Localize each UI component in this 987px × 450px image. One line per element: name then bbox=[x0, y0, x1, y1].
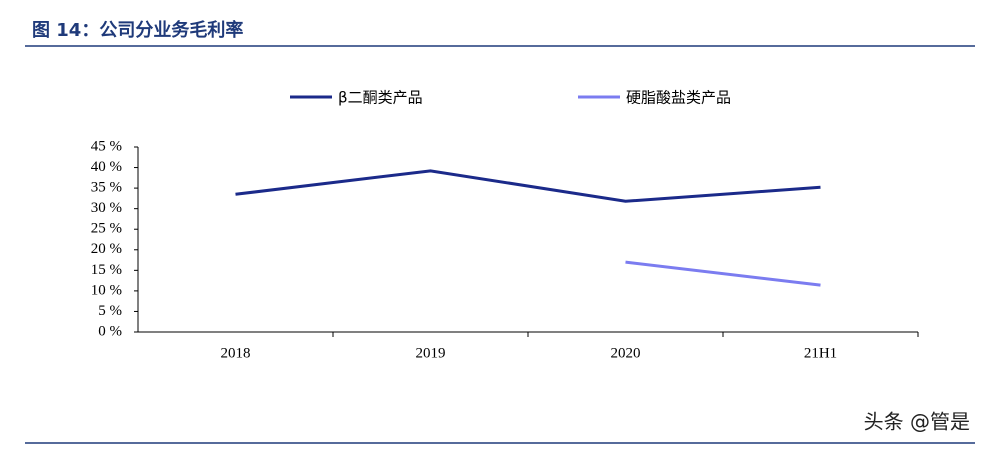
y-tick-label: 45 % bbox=[91, 138, 122, 154]
y-tick-label: 5 % bbox=[98, 303, 122, 319]
x-tick-label: 2018 bbox=[221, 345, 251, 361]
watermark: 头条 @管是 bbox=[864, 410, 970, 434]
y-tick-label: 10 % bbox=[91, 282, 122, 298]
y-tick-label: 20 % bbox=[91, 241, 122, 257]
legend-label: 硬脂酸盐类产品 bbox=[626, 89, 731, 107]
x-tick-label: 2019 bbox=[416, 345, 446, 361]
y-tick-label: 25 % bbox=[91, 221, 122, 237]
y-tick-label: 35 % bbox=[91, 180, 122, 196]
y-tick-label: 30 % bbox=[91, 200, 122, 216]
series-line bbox=[625, 260, 821, 287]
y-tick-label: 40 % bbox=[91, 159, 122, 175]
y-tick-label: 15 % bbox=[91, 262, 122, 278]
x-tick-label: 2020 bbox=[611, 345, 641, 361]
y-tick-label: 0 % bbox=[98, 323, 122, 339]
chart-title: 图 14：公司分业务毛利率 bbox=[32, 19, 243, 41]
x-tick-label: 21H1 bbox=[804, 345, 837, 361]
series-line bbox=[235, 169, 821, 203]
legend-label: β二酮类产品 bbox=[338, 89, 423, 107]
